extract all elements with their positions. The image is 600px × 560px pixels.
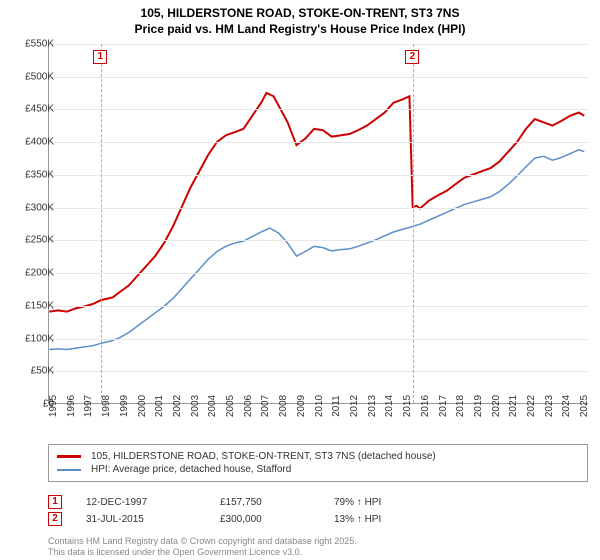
x-axis-label: 2022 [526,395,537,417]
gridline [49,306,588,307]
x-axis-label: 2012 [349,395,360,417]
x-axis-label: 2008 [278,395,289,417]
sale-hpi-1: 79% ↑ HPI [334,497,454,508]
marker-box: 1 [93,50,107,64]
x-axis-label: 2001 [154,395,165,417]
x-axis-label: 2006 [243,395,254,417]
footnote: Contains HM Land Registry data © Crown c… [48,536,357,558]
chart-title-1: 105, HILDERSTONE ROAD, STOKE-ON-TRENT, S… [0,6,600,22]
x-axis-label: 2019 [473,395,484,417]
marker-vline [413,44,414,403]
x-axis-label: 1999 [119,395,130,417]
series-line-hpi [49,150,584,350]
sale-hpi-2: 13% ↑ HPI [334,514,454,525]
chart-svg [49,44,588,403]
sale-date-1: 12-DEC-1997 [86,497,196,508]
x-axis-label: 2025 [579,395,590,417]
legend-label-1: 105, HILDERSTONE ROAD, STOKE-ON-TRENT, S… [91,451,436,462]
x-axis-label: 1996 [66,395,77,417]
legend-label-2: HPI: Average price, detached house, Staf… [91,464,291,475]
x-axis-label: 1998 [101,395,112,417]
y-axis-label: £100K [10,333,54,344]
sales-table: 1 12-DEC-1997 £157,750 79% ↑ HPI 2 31-JU… [48,492,588,529]
gridline [49,273,588,274]
x-axis-label: 2020 [491,395,502,417]
x-axis-label: 2009 [296,395,307,417]
sale-marker-1: 1 [48,495,62,509]
x-axis-label: 2023 [544,395,555,417]
x-axis-label: 1997 [83,395,94,417]
chart-title-2: Price paid vs. HM Land Registry's House … [0,22,600,38]
gridline [49,371,588,372]
x-axis-label: 2010 [314,395,325,417]
y-axis-label: £150K [10,300,54,311]
footnote-2: This data is licensed under the Open Gov… [48,547,357,558]
x-axis-label: 2000 [137,395,148,417]
y-axis-label: £550K [10,39,54,50]
x-axis-label: 2005 [225,395,236,417]
x-axis-label: 2021 [508,395,519,417]
gridline [49,44,588,45]
x-axis-label: 2018 [455,395,466,417]
x-axis-label: 2003 [190,395,201,417]
y-axis-label: £450K [10,104,54,115]
x-axis-label: 2013 [367,395,378,417]
legend-swatch-2 [57,469,81,471]
x-axis-label: 2011 [331,395,342,417]
x-axis-label: 2016 [420,395,431,417]
gridline [49,208,588,209]
y-axis-label: £500K [10,71,54,82]
x-axis-label: 2024 [561,395,572,417]
gridline [49,109,588,110]
y-axis-label: £200K [10,268,54,279]
sale-price-2: £300,000 [220,514,310,525]
sale-date-2: 31-JUL-2015 [86,514,196,525]
y-axis-label: £250K [10,235,54,246]
x-axis-label: 1995 [48,395,59,417]
gridline [49,240,588,241]
gridline [49,77,588,78]
y-axis-label: £300K [10,202,54,213]
marker-box: 2 [405,50,419,64]
chart-legend: 105, HILDERSTONE ROAD, STOKE-ON-TRENT, S… [48,444,588,482]
gridline [49,339,588,340]
y-axis-label: £50K [10,366,54,377]
x-axis-label: 2014 [384,395,395,417]
sale-marker-2: 2 [48,512,62,526]
marker-vline [101,44,102,403]
x-axis-label: 2004 [207,395,218,417]
x-axis-label: 2017 [438,395,449,417]
legend-swatch-1 [57,455,81,458]
chart-plot-area [48,44,588,404]
series-line-price_paid [49,93,584,312]
x-axis-label: 2015 [402,395,413,417]
x-axis-label: 2007 [260,395,271,417]
x-axis-label: 2002 [172,395,183,417]
y-axis-label: £400K [10,137,54,148]
sale-price-1: £157,750 [220,497,310,508]
gridline [49,175,588,176]
y-axis-label: £350K [10,169,54,180]
gridline [49,142,588,143]
footnote-1: Contains HM Land Registry data © Crown c… [48,536,357,547]
